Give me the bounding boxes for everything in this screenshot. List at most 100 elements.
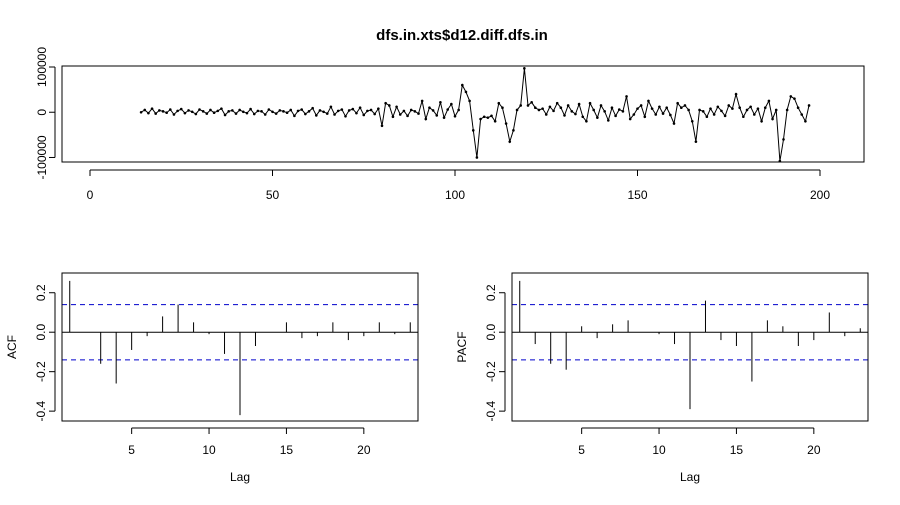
- data-point: [643, 115, 647, 119]
- data-point: [439, 100, 442, 104]
- data-point: [760, 119, 763, 123]
- y-tick-label: -0.4: [34, 400, 48, 421]
- data-point: [490, 114, 493, 118]
- data-point: [358, 106, 362, 110]
- pacf-panel: 5 10 15 20 -0.4 -0.2 0.0 0.2 Lag PACF: [455, 272, 869, 484]
- data-point: [380, 124, 384, 128]
- data-point: [581, 115, 585, 119]
- data-point: [461, 83, 464, 87]
- data-point: [585, 119, 588, 123]
- data-point: [493, 119, 497, 123]
- x-tick-label: 50: [266, 188, 280, 202]
- pacf-x-label: Lag: [680, 470, 700, 484]
- pacf-x-axis: 5 10 15 20: [578, 427, 821, 457]
- data-point: [304, 112, 307, 116]
- data-point: [453, 115, 457, 118]
- data-point: [183, 111, 187, 115]
- data-point: [398, 113, 402, 116]
- y-tick-label: 0.0: [484, 324, 498, 341]
- data-point: [654, 113, 658, 116]
- data-point: [789, 95, 793, 98]
- data-point: [231, 109, 234, 112]
- data-point: [636, 107, 639, 110]
- time-series-line: [140, 68, 810, 162]
- data-point: [690, 119, 694, 123]
- data-point: [552, 109, 555, 113]
- data-point: [143, 108, 147, 112]
- data-point: [661, 112, 665, 115]
- data-point: [150, 107, 154, 110]
- data-point: [366, 109, 369, 113]
- pacf-bars: [519, 280, 861, 410]
- acf-y-axis: -0.4 -0.2 0.0 0.2: [34, 284, 56, 421]
- data-point: [223, 113, 227, 117]
- data-point: [227, 110, 230, 113]
- y-tick-label: -0.2: [484, 361, 498, 382]
- data-point: [731, 107, 734, 110]
- data-point: [508, 140, 512, 143]
- data-point: [523, 67, 526, 70]
- data-point: [179, 107, 183, 111]
- data-point: [658, 105, 661, 109]
- data-point: [431, 109, 435, 112]
- data-point: [216, 109, 220, 113]
- data-point: [566, 104, 570, 107]
- acf-bars: [69, 280, 411, 416]
- data-point: [559, 106, 563, 110]
- data-point: [329, 105, 333, 109]
- data-point: [683, 104, 687, 107]
- data-point: [588, 101, 592, 105]
- acf-x-axis: 5 10 15 20: [128, 427, 371, 457]
- data-point: [249, 107, 252, 111]
- y-tick-label: 0.2: [484, 284, 498, 301]
- data-point: [687, 108, 690, 112]
- x-tick-label: 15: [280, 443, 294, 457]
- data-point: [639, 104, 643, 107]
- data-point: [727, 104, 731, 107]
- data-point: [745, 108, 749, 112]
- data-point: [680, 106, 683, 110]
- data-point: [139, 110, 143, 114]
- data-point: [147, 111, 150, 115]
- data-point: [669, 113, 672, 117]
- data-point: [194, 112, 198, 116]
- data-point: [340, 108, 344, 111]
- data-point: [804, 119, 807, 123]
- time-series-y-axis: -100000 0 100000: [35, 47, 56, 179]
- data-point: [665, 106, 668, 110]
- data-point: [621, 110, 625, 113]
- data-point: [457, 108, 460, 112]
- data-point: [362, 113, 366, 117]
- data-point: [450, 102, 453, 106]
- data-point: [260, 110, 263, 113]
- data-point: [435, 114, 439, 117]
- data-point: [322, 110, 325, 114]
- data-point: [519, 104, 522, 107]
- data-point: [402, 109, 406, 113]
- data-point: [158, 109, 161, 112]
- data-point: [187, 109, 190, 112]
- data-point: [782, 138, 785, 141]
- data-point: [388, 104, 391, 107]
- data-point: [650, 107, 654, 110]
- data-point: [793, 97, 796, 100]
- acf-y-label: ACF: [5, 335, 19, 359]
- data-point: [563, 114, 566, 117]
- data-point: [289, 108, 293, 112]
- data-point: [570, 110, 574, 113]
- data-point: [161, 110, 165, 113]
- data-point: [446, 108, 450, 111]
- data-point: [515, 108, 519, 112]
- data-point: [599, 104, 603, 107]
- data-point: [607, 119, 610, 122]
- data-point: [592, 108, 595, 112]
- data-point: [347, 109, 351, 112]
- data-point: [475, 156, 479, 159]
- data-point: [767, 99, 771, 103]
- data-point: [293, 114, 296, 118]
- data-point: [205, 112, 209, 115]
- x-tick-label: 10: [652, 443, 666, 457]
- x-tick-label: 20: [357, 443, 371, 457]
